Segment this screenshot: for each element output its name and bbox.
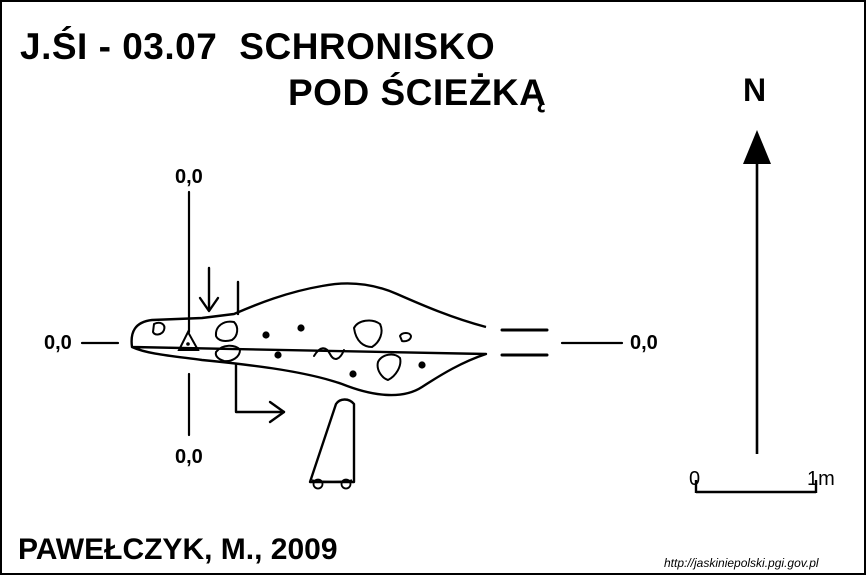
scale-label-end: 1m [807,468,835,490]
profile-arrow-icon [234,362,286,424]
cross-section-profile [308,398,356,490]
cave-name-line2: POD ŚCIEŻKĄ [288,72,547,113]
section-label-right: 0,0 [630,332,658,354]
section-label-top: 0,0 [175,166,203,188]
section-label-left: 0,0 [44,332,72,354]
north-arrow-icon [743,130,771,454]
debris-dots [262,324,426,378]
section-label-bottom: 0,0 [175,446,203,468]
benchmark-triangle-icon [177,329,200,351]
cave-name-line1: SCHRONISKO [239,26,496,67]
north-label: N [743,72,767,108]
map-title-line1: J.ŚI - 03.07 SCHRONISKO [20,28,495,65]
entrance-arrow-icon [198,266,240,316]
scale-bar [694,480,818,494]
cave-outline [130,282,488,397]
author-credit: PAWEŁCZYK, M., 2009 [18,533,338,566]
clay-symbol [313,347,345,360]
cave-id: J.ŚI - 03.07 [20,26,218,67]
rock-blocks [152,319,412,381]
scale-label-start: 0 [689,468,701,490]
passage-continuation-marks [500,328,549,357]
source-url: http://jaskiniepolski.pgi.gov.pl [664,556,819,570]
